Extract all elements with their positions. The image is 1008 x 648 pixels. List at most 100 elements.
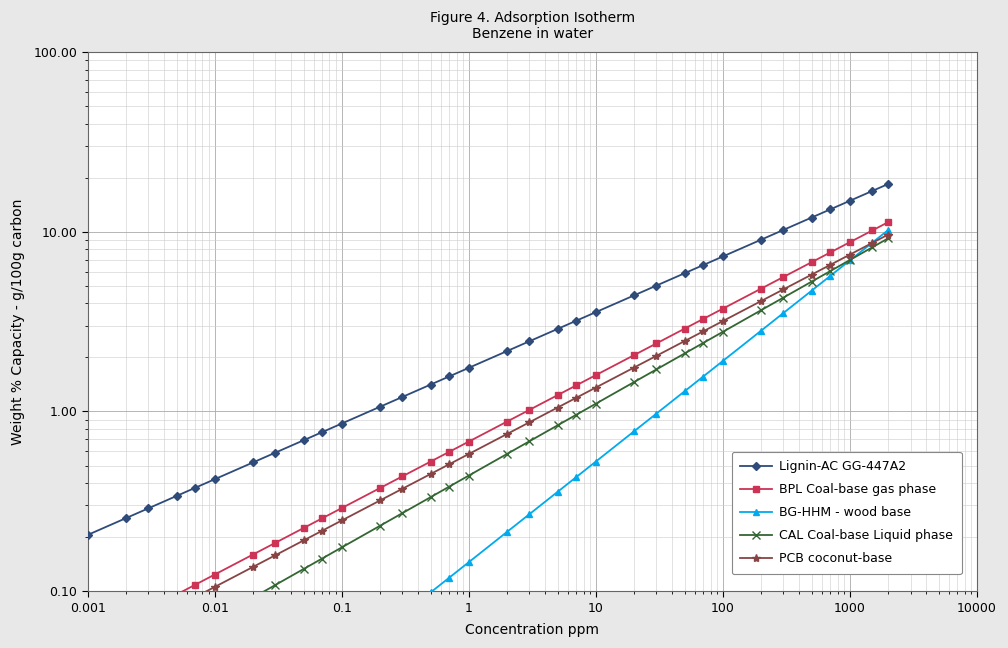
Lignin-AC GG-447A2 <box>777 226 789 234</box>
CAL Coal-base Liquid phase <box>717 328 729 336</box>
BPL Coal-base gas phase <box>190 581 202 588</box>
Lignin-AC GG-447A2 <box>424 381 436 389</box>
BPL Coal-base gas phase <box>825 249 837 257</box>
CAL Coal-base Liquid phase <box>396 509 408 517</box>
BG-HHM - wood base <box>551 488 563 496</box>
BG-HHM - wood base <box>374 629 386 636</box>
Lignin-AC GG-447A2 <box>374 403 386 411</box>
Lignin-AC GG-447A2 <box>805 214 817 222</box>
BPL Coal-base gas phase <box>866 227 878 235</box>
Lignin-AC GG-447A2 <box>825 205 837 213</box>
BG-HHM - wood base <box>590 457 602 465</box>
PCB coconut-base <box>755 297 767 305</box>
Lignin-AC GG-447A2 <box>209 476 221 483</box>
PCB coconut-base <box>882 231 894 238</box>
PCB coconut-base <box>590 384 602 391</box>
Lignin-AC GG-447A2 <box>170 492 182 500</box>
Line: BG-HHM - wood base: BG-HHM - wood base <box>85 227 892 648</box>
CAL Coal-base Liquid phase <box>678 349 690 357</box>
Lignin-AC GG-447A2 <box>142 504 154 512</box>
CAL Coal-base Liquid phase <box>650 365 662 373</box>
BPL Coal-base gas phase <box>336 504 348 512</box>
CAL Coal-base Liquid phase <box>463 472 475 480</box>
PCB coconut-base <box>628 364 640 371</box>
PCB coconut-base <box>374 496 386 504</box>
Lignin-AC GG-447A2 <box>590 308 602 316</box>
CAL Coal-base Liquid phase <box>844 256 856 264</box>
BPL Coal-base gas phase <box>317 515 329 522</box>
Lignin-AC GG-447A2 <box>882 180 894 188</box>
Lignin-AC GG-447A2 <box>866 187 878 195</box>
BG-HHM - wood base <box>523 510 535 518</box>
CAL Coal-base Liquid phase <box>190 627 202 634</box>
BPL Coal-base gas phase <box>551 391 563 399</box>
CAL Coal-base Liquid phase <box>247 594 259 601</box>
PCB coconut-base <box>142 618 154 625</box>
Line: PCB coconut-base: PCB coconut-base <box>84 231 892 648</box>
Lignin-AC GG-447A2 <box>336 420 348 428</box>
BG-HHM - wood base <box>866 238 878 246</box>
PCB coconut-base <box>444 460 456 468</box>
PCB coconut-base <box>269 551 281 559</box>
Lignin-AC GG-447A2 <box>82 531 94 538</box>
BPL Coal-base gas phase <box>424 457 436 465</box>
PCB coconut-base <box>190 594 202 601</box>
BPL Coal-base gas phase <box>374 484 386 492</box>
BPL Coal-base gas phase <box>444 448 456 456</box>
PCB coconut-base <box>698 327 710 335</box>
Lignin-AC GG-447A2 <box>501 347 513 355</box>
BPL Coal-base gas phase <box>297 524 309 532</box>
CAL Coal-base Liquid phase <box>825 267 837 275</box>
BPL Coal-base gas phase <box>805 259 817 266</box>
Lignin-AC GG-447A2 <box>317 428 329 436</box>
BG-HHM - wood base <box>777 309 789 317</box>
PCB coconut-base <box>317 527 329 535</box>
CAL Coal-base Liquid phase <box>317 555 329 562</box>
CAL Coal-base Liquid phase <box>628 378 640 386</box>
BPL Coal-base gas phase <box>777 273 789 281</box>
BPL Coal-base gas phase <box>678 325 690 332</box>
BPL Coal-base gas phase <box>698 315 710 323</box>
PCB coconut-base <box>844 251 856 259</box>
CAL Coal-base Liquid phase <box>777 294 789 301</box>
Lignin-AC GG-447A2 <box>551 325 563 333</box>
Line: Lignin-AC GG-447A2: Lignin-AC GG-447A2 <box>85 181 891 538</box>
CAL Coal-base Liquid phase <box>571 411 583 419</box>
Lignin-AC GG-447A2 <box>755 236 767 244</box>
BPL Coal-base gas phase <box>142 605 154 613</box>
BPL Coal-base gas phase <box>82 637 94 645</box>
PCB coconut-base <box>825 261 837 269</box>
BG-HHM - wood base <box>698 373 710 380</box>
CAL Coal-base Liquid phase <box>297 565 309 573</box>
BPL Coal-base gas phase <box>463 437 475 445</box>
Line: CAL Coal-base Liquid phase: CAL Coal-base Liquid phase <box>84 234 892 648</box>
PCB coconut-base <box>777 286 789 294</box>
Lignin-AC GG-447A2 <box>698 261 710 269</box>
BG-HHM - wood base <box>650 410 662 417</box>
BPL Coal-base gas phase <box>590 371 602 379</box>
Lignin-AC GG-447A2 <box>523 338 535 345</box>
BPL Coal-base gas phase <box>120 617 132 625</box>
PCB coconut-base <box>501 430 513 438</box>
Y-axis label: Weight % Capacity - g/100g carbon: Weight % Capacity - g/100g carbon <box>11 198 25 445</box>
BG-HHM - wood base <box>805 287 817 295</box>
BG-HHM - wood base <box>825 272 837 280</box>
BPL Coal-base gas phase <box>209 571 221 579</box>
PCB coconut-base <box>424 470 436 478</box>
X-axis label: Concentration ppm: Concentration ppm <box>466 623 600 637</box>
BPL Coal-base gas phase <box>269 539 281 547</box>
CAL Coal-base Liquid phase <box>590 400 602 408</box>
CAL Coal-base Liquid phase <box>866 244 878 251</box>
BG-HHM - wood base <box>396 611 408 619</box>
BPL Coal-base gas phase <box>170 590 182 598</box>
CAL Coal-base Liquid phase <box>755 307 767 314</box>
CAL Coal-base Liquid phase <box>424 493 436 501</box>
PCB coconut-base <box>336 516 348 524</box>
Lignin-AC GG-447A2 <box>190 484 202 492</box>
CAL Coal-base Liquid phase <box>444 483 456 491</box>
PCB coconut-base <box>209 583 221 591</box>
CAL Coal-base Liquid phase <box>209 616 221 623</box>
PCB coconut-base <box>120 629 132 637</box>
Lignin-AC GG-447A2 <box>678 270 690 277</box>
Lignin-AC GG-447A2 <box>297 436 309 444</box>
